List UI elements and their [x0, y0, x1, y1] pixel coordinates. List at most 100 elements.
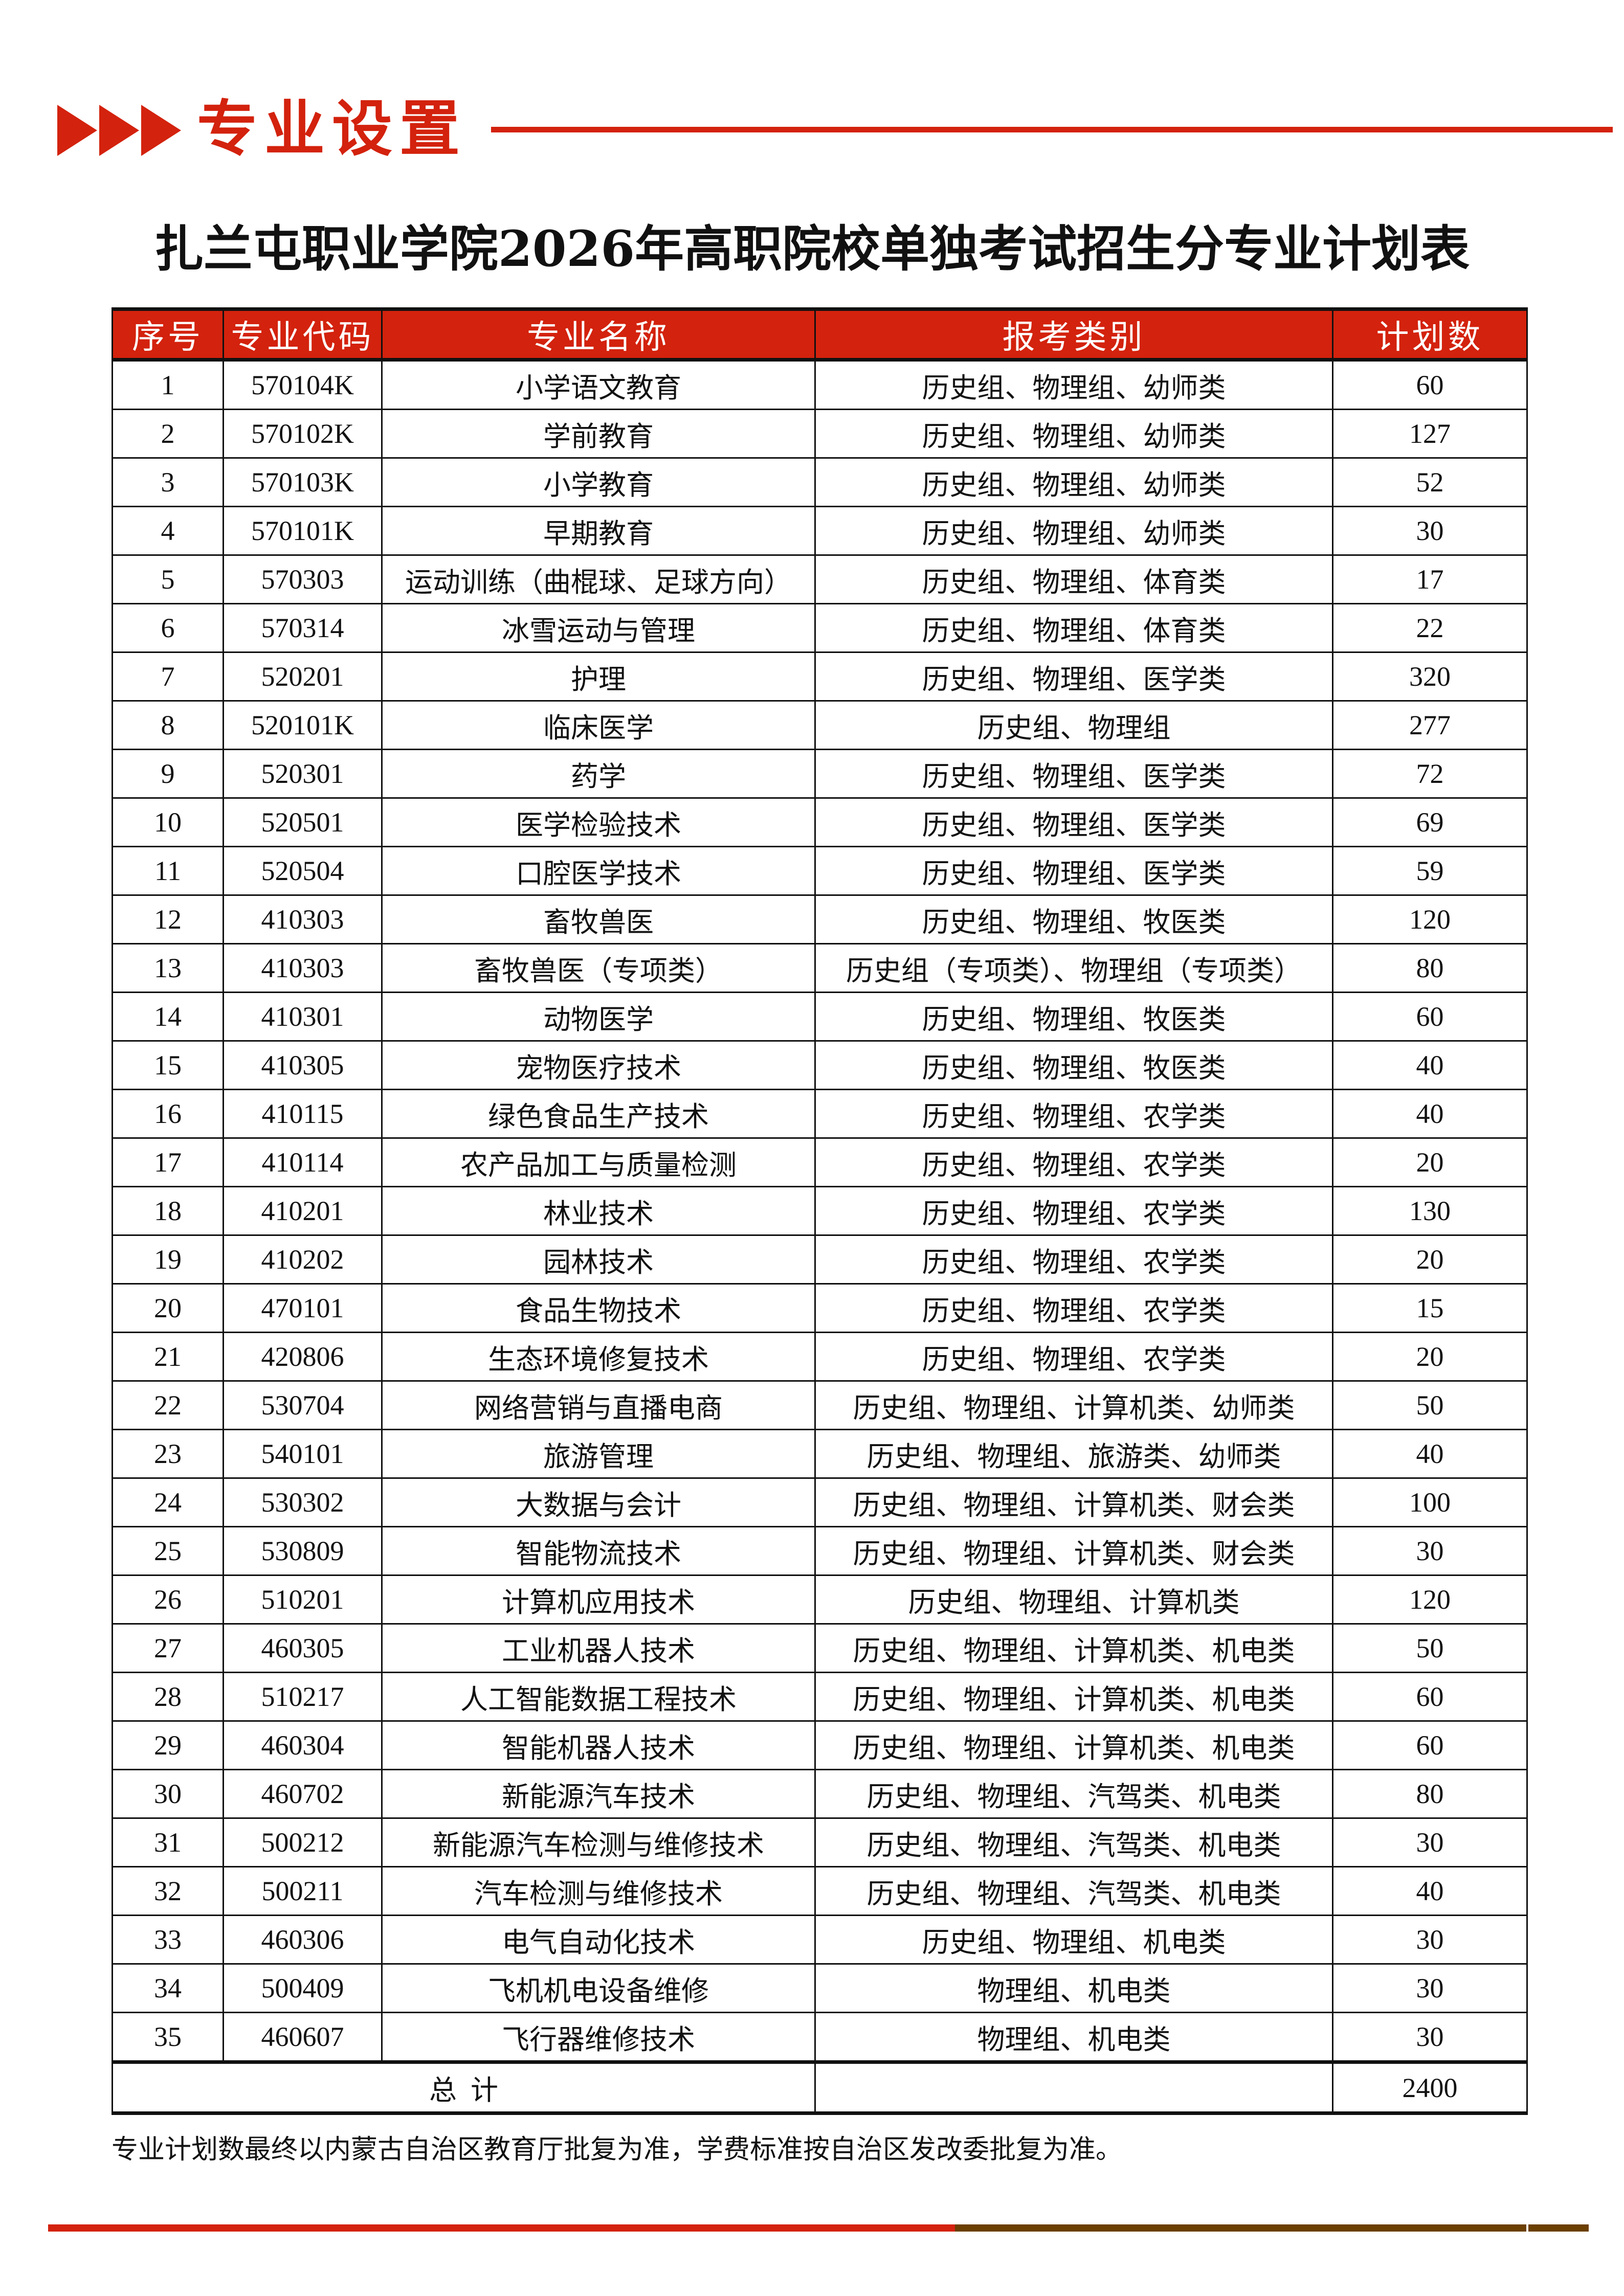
row-index: 8 [112, 700, 224, 750]
table-row: 22 530704 网络营销与直播电商 历史组、物理组、计算机类、幼师类 50 [112, 1380, 1528, 1430]
plan-count: 72 [1332, 749, 1528, 799]
table-row: 21 420806 生态环境修复技术 历史组、物理组、农学类 20 [112, 1332, 1528, 1382]
header-divider [491, 127, 1613, 132]
major-code: 570314 [223, 603, 383, 653]
plan-count: 50 [1332, 1623, 1528, 1673]
major-code: 470101 [223, 1283, 383, 1333]
plan-count: 80 [1332, 943, 1528, 993]
table-row: 2 570102K 学前教育 历史组、物理组、幼师类 127 [112, 409, 1528, 459]
plan-count: 69 [1332, 797, 1528, 847]
table-row: 31 500212 新能源汽车检测与维修技术 历史组、物理组、汽驾类、机电类 30 [112, 1817, 1528, 1867]
exam-category: 历史组、物理组、幼师类 [814, 457, 1333, 507]
exam-category: 历史组、物理组、医学类 [814, 651, 1333, 702]
plan-count: 59 [1332, 846, 1528, 896]
table-row: 3 570103K 小学教育 历史组、物理组、幼师类 52 [112, 457, 1528, 507]
major-name: 小学教育 [381, 457, 816, 507]
major-name: 小学语文教育 [381, 359, 816, 410]
table-row: 9 520301 药学 历史组、物理组、医学类 72 [112, 749, 1528, 799]
row-index: 35 [112, 2012, 224, 2063]
enrollment-plan-table: 序号 专业代码 专业名称 报考类别 计划数 1 570104K 小学语文教育 历史组、… [112, 307, 1528, 2115]
major-name: 医学检验技术 [381, 797, 816, 847]
table-row: 7 520201 护理 历史组、物理组、医学类 320 [112, 651, 1528, 702]
table-row: 13 410303 畜牧兽医（专项类） 历史组（专项类）、物理组（专项类） 80 [112, 943, 1528, 993]
major-code: 510201 [223, 1574, 383, 1625]
total-label: 总 计 [112, 2060, 816, 2115]
table-row: 4 570101K 早期教育 历史组、物理组、幼师类 30 [112, 506, 1528, 556]
table-row: 30 460702 新能源汽车技术 历史组、物理组、汽驾类、机电类 80 [112, 1769, 1528, 1819]
exam-category: 历史组、物理组、体育类 [814, 554, 1333, 604]
plan-count: 40 [1332, 1866, 1528, 1916]
major-name: 绿色食品生产技术 [381, 1089, 816, 1139]
plan-count: 15 [1332, 1283, 1528, 1333]
major-name: 飞机机电设备维修 [381, 1963, 816, 2013]
exam-category: 物理组、机电类 [814, 2012, 1333, 2063]
major-name: 林业技术 [381, 1186, 816, 1236]
major-code: 530809 [223, 1526, 383, 1576]
table-row: 10 520501 医学检验技术 历史组、物理组、医学类 69 [112, 797, 1528, 847]
plan-count: 60 [1332, 359, 1528, 410]
major-name: 临床医学 [381, 700, 816, 750]
major-code: 460304 [223, 1720, 383, 1770]
major-code: 410303 [223, 894, 383, 944]
row-index: 17 [112, 1137, 224, 1187]
footer-bar-brown-end [1528, 2224, 1589, 2232]
row-index: 12 [112, 894, 224, 944]
row-index: 25 [112, 1526, 224, 1576]
table-row: 5 570303 运动训练（曲棍球、足球方向） 历史组、物理组、体育类 17 [112, 554, 1528, 604]
major-name: 宠物医疗技术 [381, 1040, 816, 1090]
major-name: 旅游管理 [381, 1429, 816, 1479]
row-index: 22 [112, 1380, 224, 1430]
row-index: 20 [112, 1283, 224, 1333]
row-index: 10 [112, 797, 224, 847]
major-name: 汽车检测与维修技术 [381, 1866, 816, 1916]
major-name: 园林技术 [381, 1234, 816, 1285]
plan-count: 30 [1332, 1817, 1528, 1867]
row-index: 30 [112, 1769, 224, 1819]
row-index: 5 [112, 554, 224, 604]
row-index: 15 [112, 1040, 224, 1090]
row-index: 1 [112, 359, 224, 410]
major-name: 生态环境修复技术 [381, 1332, 816, 1382]
row-index: 18 [112, 1186, 224, 1236]
row-index: 3 [112, 457, 224, 507]
plan-count: 100 [1332, 1477, 1528, 1527]
row-index: 32 [112, 1866, 224, 1916]
major-name: 智能机器人技术 [381, 1720, 816, 1770]
major-code: 410202 [223, 1234, 383, 1285]
table-row: 26 510201 计算机应用技术 历史组、物理组、计算机类 120 [112, 1574, 1528, 1625]
table-row: 8 520101K 临床医学 历史组、物理组 277 [112, 700, 1528, 750]
major-name: 计算机应用技术 [381, 1574, 816, 1625]
plan-count: 127 [1332, 409, 1528, 459]
column-header-code: 专业代码 [223, 307, 383, 362]
major-code: 500211 [223, 1866, 383, 1916]
exam-category: 历史组、物理组、农学类 [814, 1186, 1333, 1236]
exam-category: 历史组、物理组、汽驾类、机电类 [814, 1769, 1333, 1819]
exam-category: 历史组、物理组、计算机类、幼师类 [814, 1380, 1333, 1430]
row-index: 21 [112, 1332, 224, 1382]
exam-category: 历史组、物理组、农学类 [814, 1137, 1333, 1187]
row-index: 2 [112, 409, 224, 459]
total-row: 总 计 2400 [112, 2060, 1528, 2115]
major-code: 530704 [223, 1380, 383, 1430]
plan-count: 60 [1332, 1672, 1528, 1722]
exam-category: 历史组、物理组、农学类 [814, 1283, 1333, 1333]
document-title: 扎兰屯职业学院2026年高职院校单独考试招生分专业计划表 [154, 220, 1470, 278]
table-row: 34 500409 飞机机电设备维修 物理组、机电类 30 [112, 1963, 1528, 2013]
plan-count: 30 [1332, 2012, 1528, 2063]
table-row: 16 410115 绿色食品生产技术 历史组、物理组、农学类 40 [112, 1089, 1528, 1139]
row-index: 19 [112, 1234, 224, 1285]
major-code: 570101K [223, 506, 383, 556]
row-index: 31 [112, 1817, 224, 1867]
exam-category: 历史组、物理组、医学类 [814, 797, 1333, 847]
row-index: 9 [112, 749, 224, 799]
major-code: 520501 [223, 797, 383, 847]
major-name: 畜牧兽医（专项类） [381, 943, 816, 993]
major-code: 410303 [223, 943, 383, 993]
major-name: 运动训练（曲棍球、足球方向） [381, 554, 816, 604]
exam-category: 历史组、物理组、幼师类 [814, 409, 1333, 459]
column-header-major: 专业名称 [381, 307, 816, 362]
row-index: 23 [112, 1429, 224, 1479]
major-code: 410114 [223, 1137, 383, 1187]
plan-count: 277 [1332, 700, 1528, 750]
major-code: 570303 [223, 554, 383, 604]
